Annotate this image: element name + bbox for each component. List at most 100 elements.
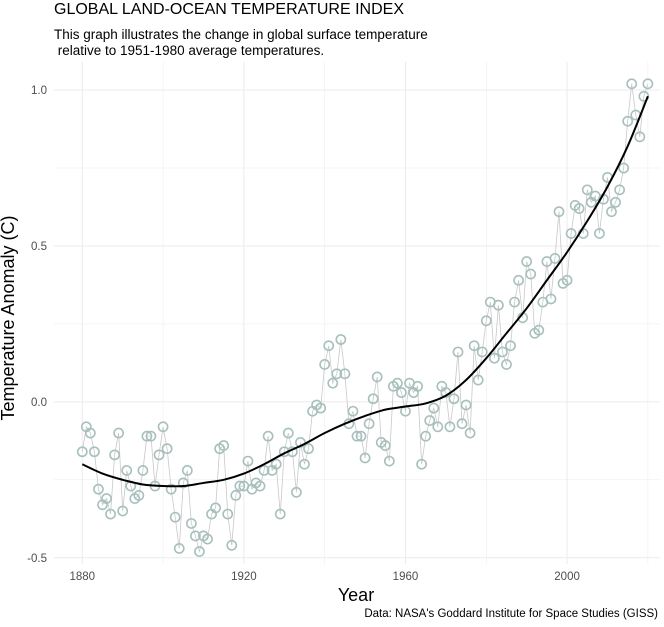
data-point (222, 508, 234, 520)
data-point (189, 530, 201, 542)
data-point (339, 368, 351, 380)
data-point (472, 374, 484, 386)
y-tick-label: 1.0 (31, 85, 47, 97)
x-tick-label: 1960 (393, 571, 419, 583)
data-point (448, 393, 460, 405)
data-point (606, 206, 617, 218)
data-point (626, 78, 638, 90)
data-point (497, 346, 508, 358)
data-point (476, 346, 488, 358)
y-axis-title: Temperature Anomaly (C) (0, 215, 18, 420)
data-point (303, 443, 314, 455)
data-point (145, 430, 157, 442)
data-point (618, 162, 630, 174)
data-point (315, 402, 327, 414)
data-point (137, 465, 149, 476)
data-point (202, 533, 213, 545)
data-point (371, 371, 383, 383)
chart-subtitle: This graph illustrates the change in glo… (54, 27, 428, 58)
data-point (117, 505, 129, 517)
data-point (488, 352, 500, 364)
data-point (480, 315, 492, 327)
axis-ticks: 1880 1920 1960 2000 -0.5 0.0 0.5 1.0 (27, 85, 580, 583)
data-point (181, 465, 193, 476)
data-point (76, 446, 88, 458)
data-point (492, 299, 504, 311)
data-point (282, 427, 294, 439)
data-point (105, 508, 116, 520)
data-point (355, 430, 367, 442)
data-point (521, 256, 533, 267)
data-point (109, 449, 120, 461)
data-point (642, 78, 654, 90)
data-point (89, 446, 100, 458)
data-point (412, 380, 423, 392)
data-point (194, 546, 205, 557)
data-point (165, 483, 177, 495)
data-point (363, 418, 375, 430)
data-point (614, 184, 625, 196)
data-point (121, 465, 133, 476)
data-point (359, 452, 371, 464)
series-connector-line (81, 83, 649, 554)
data-point (101, 493, 112, 504)
data-point (295, 436, 306, 448)
data-point (444, 421, 456, 433)
data-point (638, 90, 650, 102)
data-point (452, 346, 464, 358)
data-point (319, 359, 331, 370)
data-point (210, 502, 221, 514)
data-point (505, 340, 516, 352)
data-point (331, 368, 343, 380)
data-point (230, 489, 242, 501)
data-point (468, 340, 480, 352)
data-point (581, 184, 593, 196)
data-point (460, 399, 472, 411)
data-point (424, 415, 436, 426)
data-point (379, 440, 391, 451)
data-point (545, 293, 557, 305)
x-tick-label: 2000 (554, 571, 580, 583)
data-point (254, 480, 266, 492)
data-point (218, 440, 230, 451)
chart-title: GLOBAL LAND-OCEAN TEMPERATURE INDEX (54, 1, 404, 18)
data-point (93, 483, 104, 495)
data-point (153, 449, 165, 461)
data-point (270, 458, 282, 470)
data-point (84, 427, 96, 439)
data-point (432, 421, 444, 433)
data-point (242, 455, 254, 467)
data-point (533, 324, 545, 336)
data-point (274, 508, 286, 520)
data-point (262, 430, 274, 442)
data-point (383, 455, 395, 467)
data-point (226, 539, 238, 551)
data-point (161, 443, 173, 455)
data-point (622, 115, 634, 127)
data-point (327, 377, 339, 389)
data-points (76, 78, 654, 557)
data-point (553, 206, 565, 218)
data-point (634, 131, 646, 143)
data-point (157, 421, 169, 433)
data-point (573, 203, 585, 214)
data-point (513, 274, 524, 286)
data-point (549, 253, 561, 264)
data-point (610, 196, 621, 208)
data-point (141, 430, 153, 442)
data-point (351, 430, 363, 442)
data-point (169, 511, 181, 523)
y-tick-label: 0.0 (31, 397, 47, 409)
data-point (594, 228, 605, 239)
data-point (456, 418, 468, 430)
data-point (501, 359, 512, 370)
data-point (113, 427, 125, 439)
data-point (185, 518, 197, 529)
x-tick-label: 1920 (231, 571, 257, 583)
grid (54, 62, 660, 564)
data-point (258, 465, 270, 476)
data-point (428, 402, 440, 414)
data-point (133, 489, 145, 501)
data-point (420, 430, 432, 442)
